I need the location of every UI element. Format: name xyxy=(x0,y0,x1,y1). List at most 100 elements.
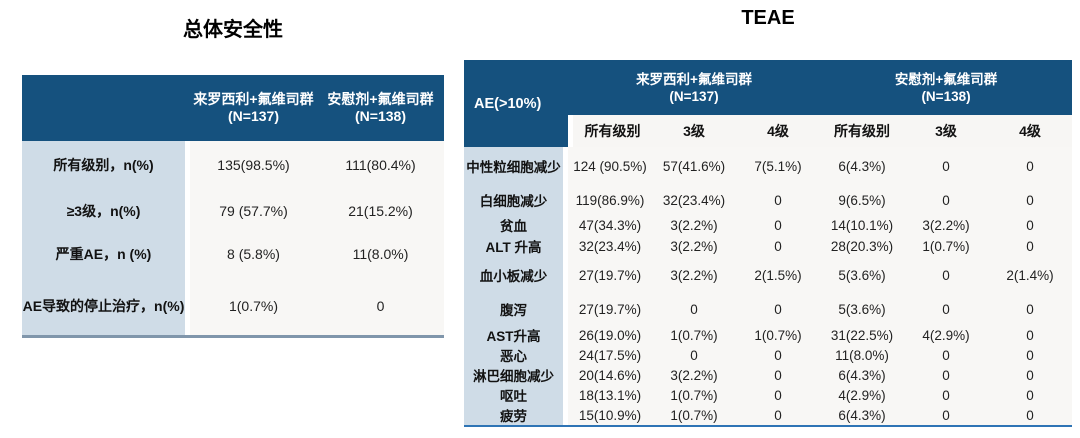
cell-value: 0 xyxy=(988,385,1073,405)
teae-section: TEAE AE(>10%) 来罗西利+氟维司群 (N=137) 安慰剂+氟维司群… xyxy=(464,4,1073,427)
cell-value: 0 xyxy=(736,293,821,325)
cell-value: 1(0.7%) xyxy=(190,276,317,335)
table-row: 严重AE，n (%) 8 (5.8%) 11(8.0%) xyxy=(22,232,444,276)
cell-value: 0 xyxy=(988,365,1073,385)
cell-value: 15(10.9%) xyxy=(568,405,652,425)
cell-value: 6(4.3%) xyxy=(820,147,905,185)
cell-value: 21(15.2%) xyxy=(317,189,444,232)
teae-body: 中性粒细胞减少 124 (90.5%) 57(41.6%) 7(5.1%) 6(4.3%… xyxy=(464,147,1073,425)
sub-header-row: 所有级别 3级 4级 所有级别 3级 4级 xyxy=(464,115,1073,147)
cell-value: 0 xyxy=(736,235,821,257)
cell-value: 124 (90.5%) xyxy=(568,147,652,185)
row-label: ≥3级，n(%) xyxy=(22,189,190,232)
teae-header: AE(>10%) 来罗西利+氟维司群 (N=137) 安慰剂+氟维司群 (N=1… xyxy=(464,60,1073,147)
cell-value: 32(23.4%) xyxy=(652,185,736,215)
overall-safety-body: 所有级别，n(%) 135(98.5%) 111(80.4%) ≥3级，n(%) 79 … xyxy=(22,141,444,335)
overall-safety-table: 来罗西利+氟维司群 (N=137) 安慰剂+氟维司群 (N=138) 所有级别，… xyxy=(22,75,444,338)
sub-header-all-grades: 所有级别 xyxy=(568,115,652,147)
row-label: 疲劳 xyxy=(464,405,568,425)
cell-value: 1(0.7%) xyxy=(652,405,736,425)
row-label: 白细胞减少 xyxy=(464,185,568,215)
group-header-row: AE(>10%) 来罗西利+氟维司群 (N=137) 安慰剂+氟维司群 (N=1… xyxy=(464,60,1073,147)
cell-value: 0 xyxy=(652,293,736,325)
overall-safety-title: 总体安全性 xyxy=(183,19,283,41)
row-label: 淋巴细胞减少 xyxy=(464,365,568,385)
cell-value: 0 xyxy=(736,385,821,405)
table-row: AST升高 26(19.0%) 1(0.7%) 1(0.7%) 31(22.5%) 4(2… xyxy=(464,325,1073,345)
cell-value: 0 xyxy=(904,365,989,385)
column-header-n: (N=137) xyxy=(228,108,279,124)
sub-header-grade4: 4级 xyxy=(736,115,821,147)
cell-value: 8 (5.8%) xyxy=(190,232,317,276)
column-header-label: 安慰剂+氟维司群 xyxy=(327,91,434,107)
row-label: 严重AE，n (%) xyxy=(22,232,190,276)
cell-value: 18(13.1%) xyxy=(568,385,652,405)
cell-value: 9(6.5%) xyxy=(820,185,905,215)
group-header-n: (N=137) xyxy=(669,88,719,104)
cell-value: 111(80.4%) xyxy=(317,141,444,189)
cell-value: 0 xyxy=(988,293,1073,325)
sub-header-grade4: 4级 xyxy=(988,115,1073,147)
cell-value: 14(10.1%) xyxy=(820,215,905,235)
cell-value: 1(0.7%) xyxy=(652,385,736,405)
cell-value: 4(2.9%) xyxy=(820,385,905,405)
group-header-placebo-arm: 安慰剂+氟维司群 (N=138) xyxy=(820,60,1073,115)
table-row: 贫血 47(34.3%) 3(2.2%) 0 14(10.1%) 3(2.2%) 0 xyxy=(464,215,1073,235)
table-row: 恶心 24(17.5%) 0 0 11(8.0%) 0 0 xyxy=(464,345,1073,365)
cell-value: 0 xyxy=(988,235,1073,257)
cell-value: 1(0.7%) xyxy=(736,325,821,345)
overall-safety-section: 总体安全性 来罗西利+氟维司群 (N=137) 安慰剂+氟维司群 (N=138)… xyxy=(22,16,444,338)
cell-value: 4(2.9%) xyxy=(904,325,989,345)
row-label: ALT 升高 xyxy=(464,235,568,257)
cell-value: 47(34.3%) xyxy=(568,215,652,235)
cell-value: 135(98.5%) xyxy=(190,141,317,189)
cell-value: 0 xyxy=(988,147,1073,185)
cell-value: 0 xyxy=(736,185,821,215)
cell-value: 0 xyxy=(904,257,989,293)
header-row: 来罗西利+氟维司群 (N=137) 安慰剂+氟维司群 (N=138) xyxy=(22,75,444,141)
cell-value: 6(4.3%) xyxy=(820,405,905,425)
row-label: AE导致的停止治疗，n(%) xyxy=(22,276,190,335)
group-header-label: 安慰剂+氟维司群 xyxy=(894,71,998,87)
sub-header-grade3: 3级 xyxy=(904,115,989,147)
row-label: 所有级别，n(%) xyxy=(22,141,190,189)
cell-value: 31(22.5%) xyxy=(820,325,905,345)
row-label: 中性粒细胞减少 xyxy=(464,147,568,185)
cell-value: 0 xyxy=(988,325,1073,345)
cell-value: 6(4.3%) xyxy=(820,365,905,385)
column-header-label: 来罗西利+氟维司群 xyxy=(193,91,314,107)
cell-value: 57(41.6%) xyxy=(652,147,736,185)
cell-value: 0 xyxy=(736,365,821,385)
cell-value: 2(1.4%) xyxy=(988,257,1073,293)
table-row: 呕吐 18(13.1%) 1(0.7%) 0 4(2.9%) 0 0 xyxy=(464,385,1073,405)
cell-value: 32(23.4%) xyxy=(568,235,652,257)
group-header-leirociclib-arm: 来罗西利+氟维司群 (N=137) xyxy=(568,60,821,115)
cell-value: 0 xyxy=(988,345,1073,365)
cell-value: 0 xyxy=(904,385,989,405)
table-row: AE导致的停止治疗，n(%) 1(0.7%) 0 xyxy=(22,276,444,335)
cell-value: 20(14.6%) xyxy=(568,365,652,385)
cell-value: 1(0.7%) xyxy=(652,325,736,345)
cell-value: 11(8.0%) xyxy=(820,345,905,365)
cell-value: 0 xyxy=(904,293,989,325)
row-label: AST升高 xyxy=(464,325,568,345)
teae-table: AE(>10%) 来罗西利+氟维司群 (N=137) 安慰剂+氟维司群 (N=1… xyxy=(464,60,1073,427)
cell-value: 24(17.5%) xyxy=(568,345,652,365)
table-row: 疲劳 15(10.9%) 1(0.7%) 0 6(4.3%) 0 0 xyxy=(464,405,1073,425)
cell-value: 5(3.6%) xyxy=(820,293,905,325)
table-row: ALT 升高 32(23.4%) 3(2.2%) 0 28(20.3%) 1(0.7%) 0 xyxy=(464,235,1073,257)
header-corner-blank xyxy=(22,75,190,141)
group-header-label: 来罗西利+氟维司群 xyxy=(636,71,752,87)
cell-value: 0 xyxy=(736,215,821,235)
table-row: 腹泻 27(19.7%) 0 0 5(3.6%) 0 0 xyxy=(464,293,1073,325)
cell-value: 0 xyxy=(904,185,989,215)
sub-header-grade3: 3级 xyxy=(652,115,736,147)
row-label: 血小板减少 xyxy=(464,257,568,293)
teae-title: TEAE xyxy=(741,7,795,29)
table-row: 中性粒细胞减少 124 (90.5%) 57(41.6%) 7(5.1%) 6(4.3%… xyxy=(464,147,1073,185)
cell-value: 3(2.2%) xyxy=(652,215,736,235)
cell-value: 79 (57.7%) xyxy=(190,189,317,232)
cell-value: 0 xyxy=(988,185,1073,215)
cell-value: 3(2.2%) xyxy=(652,257,736,293)
cell-value: 27(19.7%) xyxy=(568,257,652,293)
